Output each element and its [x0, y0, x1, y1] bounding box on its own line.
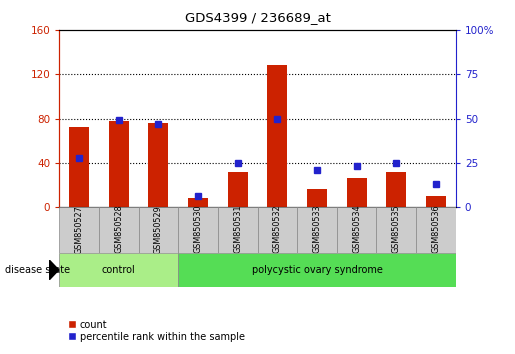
Text: GSM850528: GSM850528: [114, 205, 123, 253]
Text: GSM850527: GSM850527: [75, 205, 83, 253]
Text: GSM850533: GSM850533: [313, 205, 321, 253]
Bar: [416, 207, 456, 253]
Bar: [59, 253, 178, 287]
Text: polycystic ovary syndrome: polycystic ovary syndrome: [251, 265, 383, 275]
Bar: [188, 198, 208, 207]
Bar: [99, 207, 139, 253]
Bar: [307, 189, 327, 207]
Bar: [426, 196, 446, 207]
Bar: [178, 253, 456, 287]
Text: GSM850530: GSM850530: [194, 205, 202, 253]
Legend: count, percentile rank within the sample: count, percentile rank within the sample: [64, 316, 249, 346]
Text: GSM850531: GSM850531: [233, 205, 242, 253]
Bar: [139, 207, 178, 253]
Bar: [148, 123, 168, 207]
Text: GSM850534: GSM850534: [352, 205, 361, 253]
Text: GSM850532: GSM850532: [273, 205, 282, 253]
Text: GSM850535: GSM850535: [392, 205, 401, 253]
Bar: [267, 65, 287, 207]
Bar: [347, 178, 367, 207]
Bar: [258, 207, 297, 253]
Bar: [109, 121, 129, 207]
Polygon shape: [49, 260, 59, 280]
Text: GSM850536: GSM850536: [432, 205, 440, 253]
Bar: [218, 207, 258, 253]
Bar: [297, 207, 337, 253]
Text: disease state: disease state: [5, 265, 70, 275]
Bar: [228, 172, 248, 207]
Bar: [376, 207, 416, 253]
Text: GSM850529: GSM850529: [154, 205, 163, 253]
Bar: [69, 127, 89, 207]
Bar: [59, 207, 99, 253]
Text: GDS4399 / 236689_at: GDS4399 / 236689_at: [184, 11, 331, 24]
Bar: [386, 172, 406, 207]
Bar: [178, 207, 218, 253]
Text: control: control: [102, 265, 135, 275]
Bar: [337, 207, 376, 253]
